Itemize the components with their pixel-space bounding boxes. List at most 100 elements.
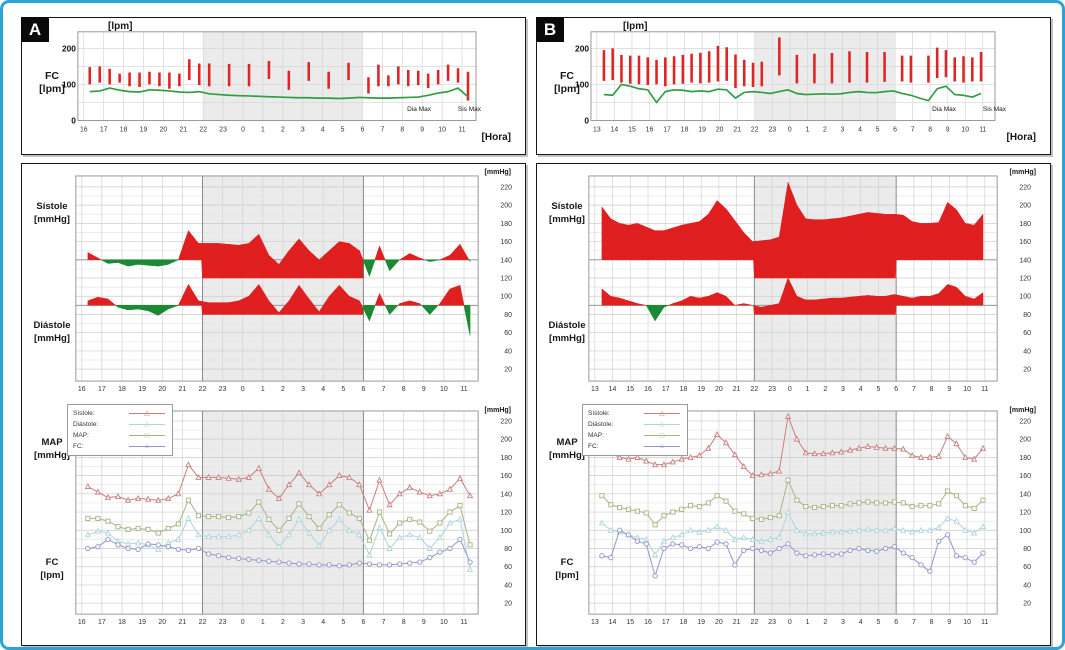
- svg-text:2: 2: [281, 619, 285, 626]
- svg-text:1: 1: [261, 619, 265, 626]
- svg-text:21: 21: [733, 619, 741, 626]
- svg-text:1: 1: [261, 386, 265, 393]
- svg-text:160: 160: [500, 473, 512, 480]
- svg-text:17: 17: [662, 619, 670, 626]
- svg-text:0: 0: [241, 619, 245, 626]
- axis-title-map-text: MAP: [41, 437, 63, 448]
- svg-text:100: 100: [500, 528, 512, 535]
- axis-title-sistole: Sístole [mmHg]: [539, 200, 595, 226]
- svg-text:14: 14: [611, 126, 619, 133]
- svg-text:4: 4: [321, 619, 325, 626]
- svg-text:200: 200: [500, 437, 512, 444]
- svg-text:22: 22: [750, 386, 758, 393]
- legend-label-fc: FC:: [588, 443, 599, 450]
- svg-text:1: 1: [806, 619, 810, 626]
- svg-text:15: 15: [628, 126, 636, 133]
- svg-text:4: 4: [859, 619, 863, 626]
- legend-label-map: MAP:: [588, 432, 604, 439]
- legend-label-diastole: Diástole:: [73, 421, 99, 428]
- svg-text:16: 16: [78, 619, 86, 626]
- svg-text:120: 120: [1019, 276, 1031, 283]
- panel-a-badge: A: [21, 17, 49, 42]
- trend-legend: Sístole: Diástole: MAP: FC:: [582, 404, 688, 456]
- x-axis-label-hora: [Hora]: [1006, 132, 1036, 143]
- svg-text:11: 11: [979, 126, 986, 133]
- svg-text:0: 0: [241, 126, 245, 133]
- svg-text:200: 200: [62, 43, 76, 53]
- legend-swatch-map: [642, 431, 682, 440]
- svg-text:40: 40: [1023, 582, 1031, 589]
- svg-text:100: 100: [62, 79, 76, 89]
- svg-text:9: 9: [947, 386, 951, 393]
- svg-text:13: 13: [593, 126, 601, 133]
- svg-text:20: 20: [715, 386, 723, 393]
- svg-text:80: 80: [1023, 312, 1031, 319]
- svg-text:18: 18: [681, 126, 689, 133]
- svg-text:21: 21: [178, 619, 186, 626]
- y-axis-unit-label: [lpm]: [623, 21, 648, 32]
- annotation-sis-max: Sis Max: [982, 106, 1006, 113]
- svg-text:20: 20: [158, 386, 166, 393]
- axis-title-fc: FC [lpm]: [539, 70, 595, 96]
- svg-text:22: 22: [199, 386, 207, 393]
- axis-title-fc-unit: [lpm]: [40, 570, 64, 581]
- svg-text:23: 23: [219, 619, 227, 626]
- panel-a: A 0 100 200 16 17 18 19 20 21 22 23 0 1 2 3 4 5 6 7 8 9 10 11 …: [21, 17, 526, 646]
- svg-text:10: 10: [438, 126, 446, 133]
- legend-swatch-diastole: [642, 420, 682, 429]
- svg-text:120: 120: [500, 276, 512, 283]
- axis-title-fc-text: FC: [560, 70, 574, 82]
- svg-text:22: 22: [199, 126, 207, 133]
- axis-title-map-text: MAP: [556, 437, 578, 448]
- svg-text:1: 1: [806, 386, 810, 393]
- axis-title-sistole-text: Sístole: [36, 201, 68, 212]
- svg-text:40: 40: [1023, 348, 1031, 355]
- svg-text:16: 16: [644, 619, 652, 626]
- legend-label-sistole: Sístole:: [73, 410, 95, 417]
- triangle-marker-icon: [659, 409, 664, 417]
- svg-text:2: 2: [281, 386, 285, 393]
- svg-text:7: 7: [380, 126, 384, 133]
- svg-text:200: 200: [1019, 203, 1031, 210]
- svg-text:23: 23: [219, 126, 227, 133]
- legend-row-diastole: Diástole:: [73, 419, 167, 430]
- legend-swatch-map: [127, 431, 167, 440]
- svg-text:5: 5: [341, 126, 345, 133]
- svg-text:17: 17: [98, 386, 106, 393]
- legend-label-sistole: Sístole:: [588, 410, 610, 417]
- square-marker-icon: [660, 431, 665, 440]
- svg-text:10: 10: [963, 386, 971, 393]
- panel-b: B 0 100 200 13 14 15 16 17 18 19 20 21 22 23 0 1 2 3 4 5 6 7 8…: [536, 17, 1051, 646]
- svg-text:18: 18: [680, 386, 688, 393]
- panel-a-hr-box: 0 100 200 16 17 18 19 20 21 22 23 0 1 2 3 4 5 6 7 8 9 10 11 [l…: [21, 17, 526, 155]
- legend-row-diastole: Diástole:: [588, 419, 682, 430]
- svg-text:16: 16: [78, 386, 86, 393]
- svg-text:22: 22: [750, 619, 758, 626]
- svg-text:19: 19: [697, 386, 705, 393]
- svg-text:80: 80: [1023, 546, 1031, 553]
- svg-text:220: 220: [1019, 418, 1031, 425]
- panel-b-hr-box: 0 100 200 13 14 15 16 17 18 19 20 21 22 23 0 1 2 3 4 5 6 7 8 9 1…: [536, 17, 1051, 155]
- triangle-marker-icon: [144, 420, 149, 428]
- svg-text:3: 3: [841, 126, 845, 133]
- svg-text:11: 11: [981, 386, 988, 393]
- svg-text:0: 0: [584, 115, 589, 125]
- svg-text:8: 8: [400, 126, 404, 133]
- svg-text:140: 140: [500, 257, 512, 264]
- legend-label-map: MAP:: [73, 432, 89, 439]
- x-axis-label-hora: [Hora]: [481, 132, 511, 143]
- svg-text:15: 15: [626, 386, 634, 393]
- svg-text:10: 10: [961, 126, 969, 133]
- svg-text:4: 4: [321, 386, 325, 393]
- svg-text:11: 11: [460, 386, 467, 393]
- svg-text:20: 20: [1023, 367, 1031, 374]
- annotation-sis-max: Sis Max: [457, 106, 481, 113]
- svg-text:20: 20: [504, 367, 512, 374]
- svg-text:16: 16: [80, 126, 88, 133]
- svg-text:7: 7: [912, 386, 916, 393]
- svg-text:200: 200: [1019, 437, 1031, 444]
- svg-text:140: 140: [1019, 491, 1031, 498]
- legend-swatch-fc: [127, 442, 167, 451]
- svg-text:5: 5: [876, 126, 880, 133]
- axis-title-diastole-unit: [mmHg]: [34, 333, 70, 344]
